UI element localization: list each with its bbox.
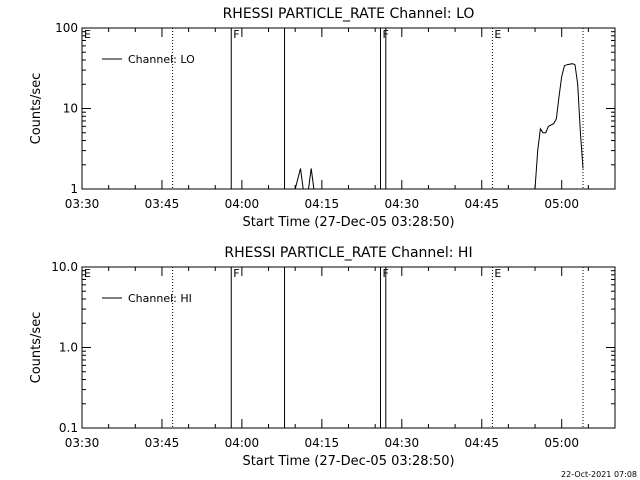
panel-1-x-tick-label: 04:15 [305,197,340,211]
panel-2-x-tick-label: 03:30 [65,436,100,450]
panel-2-legend-label: Channel: HI [128,292,192,305]
panel-1-marker-label: F [233,28,239,41]
panel-2-marker-label: E [494,267,501,280]
panel-2-x-axis-label: Start Time (27-Dec-05 03:28:50) [242,454,454,469]
panel-2-y-tick-label: 10.0 [51,260,78,274]
panel-1-y-axis-label: Counts/sec [29,73,44,145]
panel-1-x-tick-label: 03:45 [145,197,180,211]
panel-1-x-tick-label: 03:30 [65,197,100,211]
panel-1-y-tick-label: 10 [63,102,78,116]
panel-1-y-tick-label: 1 [70,182,78,196]
panel-2-y-axis-label: Counts/sec [29,312,44,384]
panel-2-x-tick-label: 04:00 [225,436,260,450]
panel-2-y-tick-label: 1.0 [59,341,78,355]
panel-1-series-line [294,168,304,190]
panel-1-marker-label: E [84,28,91,41]
panel-1-title: RHESSI PARTICLE_RATE Channel: LO [223,6,475,22]
panel-1-x-tick-label: 04:45 [464,197,499,211]
panel-2-x-tick-label: 03:45 [145,436,180,450]
panel-2-marker-label: E [84,267,91,280]
panel-2-x-tick-label: 04:30 [385,436,420,450]
panel-1-marker-label: E [494,28,501,41]
panel-2-marker-label: F [233,267,239,280]
panel-2-title: RHESSI PARTICLE_RATE Channel: HI [224,245,472,261]
panel-1-y-tick-label: 100 [55,21,78,35]
panel-1-x-tick-label: 04:30 [385,197,420,211]
panel-1-x-axis-label: Start Time (27-Dec-05 03:28:50) [242,215,454,230]
panel-1-x-tick-label: 04:00 [225,197,260,211]
panel-1-series-line [534,63,584,190]
panel-2-x-tick-label: 04:45 [464,436,499,450]
panel-2-y-tick-label: 0.1 [59,421,78,435]
panel-1-x-tick-label: 05:00 [544,197,579,211]
panel-1-series-line [308,168,315,190]
panel-1-legend-label: Channel: LO [128,53,195,66]
panel-2-x-tick-label: 05:00 [544,436,579,450]
panel-2-x-tick-label: 04:15 [305,436,340,450]
plot-timestamp: 22-Oct-2021 07:08 [561,470,637,479]
